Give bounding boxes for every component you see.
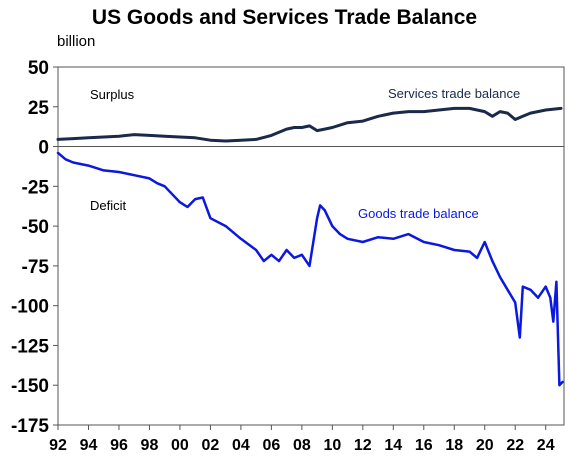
x-tick-label: 00	[171, 437, 189, 454]
y-tick-label: -50	[22, 217, 49, 238]
x-tick-label: 08	[293, 437, 311, 454]
y-tick-label: 25	[28, 98, 50, 119]
annotations: Services trade balance Goods trade balanc…	[90, 86, 520, 221]
services-trade-balance-line	[56, 106, 563, 143]
x-tick-label: 92	[49, 437, 67, 454]
x-tick-label: 24	[537, 437, 555, 454]
x-tick-label: 04	[232, 437, 250, 454]
series-lines	[56, 106, 564, 387]
axes	[53, 66, 565, 430]
x-tick-label: 06	[262, 437, 280, 454]
y-tick-label: 0	[38, 138, 49, 159]
x-tick-label: 14	[384, 437, 402, 454]
x-tick-label: 10	[323, 437, 341, 454]
chart-title: US Goods and Services Trade Balance	[91, 6, 478, 29]
x-tick-label: 18	[445, 437, 463, 454]
y-tick-label: 50	[28, 58, 49, 79]
goods-series-label: Goods trade balance	[358, 206, 479, 221]
x-tick-label: 98	[141, 437, 159, 454]
y-tick-label: -25	[22, 177, 50, 198]
deficit-annotation: Deficit	[90, 198, 127, 213]
x-tick-label: 12	[354, 437, 372, 454]
y-tick-label: -175	[11, 416, 49, 437]
plot-frame	[57, 66, 565, 426]
y-tick-label: -150	[11, 376, 49, 397]
y-tick-label: -75	[22, 257, 50, 278]
y-tick-label: -100	[11, 297, 49, 318]
services-series-label: Services trade balance	[388, 86, 520, 101]
x-tick-label: 96	[110, 437, 128, 454]
x-tick-label: 16	[415, 437, 433, 454]
x-tick-label: 94	[80, 437, 98, 454]
goods-trade-balance-line	[56, 151, 564, 387]
x-tick-label: 20	[476, 437, 494, 454]
surplus-annotation: Surplus	[90, 87, 135, 102]
x-tick-label: 22	[506, 437, 524, 454]
y-tick-label: -125	[11, 336, 49, 357]
unit-label: billion	[57, 33, 96, 50]
x-tick-label: 02	[202, 437, 220, 454]
